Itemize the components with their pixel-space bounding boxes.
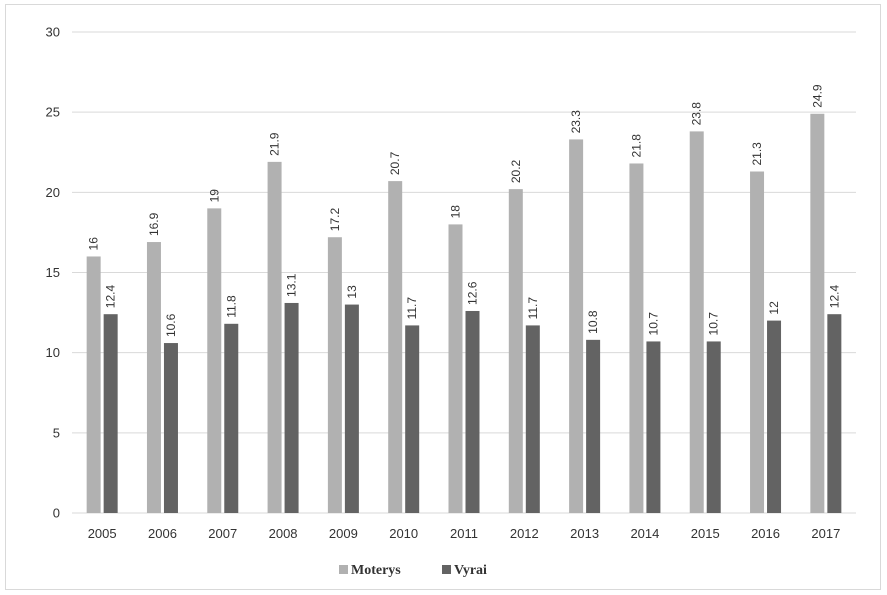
- data-label-moterys-2008: 21.9: [268, 132, 282, 156]
- data-label-moterys-2007: 19: [207, 189, 221, 203]
- data-label-vyrai-2014: 10.7: [646, 312, 660, 336]
- data-label-vyrai-2015: 10.7: [707, 312, 721, 336]
- data-label-moterys-2010: 20.7: [388, 151, 402, 175]
- x-tick-label: 2012: [510, 526, 539, 541]
- data-label-vyrai-2005: 12.4: [104, 285, 118, 309]
- bar-moterys-2010: [388, 181, 403, 514]
- bar-moterys-2012: [508, 189, 523, 514]
- data-label-vyrai-2006: 10.6: [164, 313, 178, 337]
- gridlines: [72, 31, 856, 514]
- data-label-moterys-2014: 21.8: [629, 134, 643, 158]
- x-tick-label: 2016: [751, 526, 780, 541]
- data-label-moterys-2009: 17.2: [328, 208, 342, 232]
- x-tick-label: 2015: [691, 526, 720, 541]
- bar-vyrai-2016: [767, 320, 782, 513]
- data-label-moterys-2015: 23.8: [690, 102, 704, 126]
- y-tick-label: 30: [46, 25, 60, 40]
- y-axis-ticks: 0 5 10 15 20 25 30: [46, 25, 60, 521]
- data-label-moterys-2017: 24.9: [810, 84, 824, 108]
- data-label-vyrai-2016: 12: [767, 301, 781, 315]
- x-tick-label: 2011: [450, 526, 478, 541]
- bar-moterys-2014: [629, 163, 644, 513]
- bar-vyrai-2014: [646, 341, 661, 513]
- x-tick-label: 2005: [88, 526, 117, 541]
- bar-vyrai-2012: [525, 325, 540, 513]
- bar-vyrai-2009: [344, 304, 359, 513]
- bar-moterys-2016: [750, 171, 765, 514]
- bar-vyrai-2013: [586, 339, 601, 513]
- legend-swatch-vyrai: [442, 565, 451, 574]
- bar-moterys-2015: [689, 131, 704, 513]
- bar-moterys-2008: [267, 161, 282, 513]
- data-label-moterys-2011: 18: [449, 205, 463, 219]
- bar-vyrai-2005: [103, 314, 118, 513]
- bar-vyrai-2007: [224, 323, 239, 513]
- bar-vyrai-2010: [405, 325, 420, 513]
- data-label-vyrai-2009: 13: [345, 285, 359, 299]
- data-label-moterys-2005: 16: [87, 237, 101, 251]
- data-label-moterys-2016: 21.3: [750, 142, 764, 166]
- bar-moterys-2017: [810, 113, 825, 514]
- bar-vyrai-2011: [465, 310, 480, 513]
- legend-label-moterys: Moterys: [351, 563, 401, 578]
- data-label-vyrai-2013: 10.8: [586, 310, 600, 334]
- data-label-moterys-2006: 16.9: [147, 212, 161, 236]
- x-tick-label: 2014: [630, 526, 659, 541]
- data-label-vyrai-2012: 11.7: [526, 297, 540, 320]
- legend: Moterys Vyrai: [339, 563, 487, 578]
- data-label-vyrai-2008: 13.1: [285, 273, 299, 297]
- y-tick-label: 25: [46, 105, 60, 120]
- x-axis-ticks: 2005 2006 2007 2008 2009 2010 2011 2012 2013 2014…: [88, 526, 841, 541]
- bar-moterys-2007: [207, 208, 222, 513]
- bar-moterys-2011: [448, 224, 463, 513]
- x-tick-label: 2008: [269, 526, 298, 541]
- bar-vyrai-2015: [706, 341, 721, 513]
- bar-moterys-2009: [327, 237, 342, 513]
- data-label-moterys-2013: 23.3: [569, 110, 583, 134]
- x-tick-label: 2009: [329, 526, 358, 541]
- data-label-vyrai-2017: 12.4: [827, 285, 841, 309]
- x-tick-label: 2006: [148, 526, 177, 541]
- bars: [86, 113, 842, 514]
- legend-swatch-moterys: [339, 565, 348, 574]
- bar-vyrai-2006: [163, 343, 178, 513]
- data-label-vyrai-2010: 11.7: [405, 297, 419, 320]
- data-label-vyrai-2007: 11.8: [224, 295, 238, 318]
- bar-moterys-2013: [569, 139, 584, 513]
- data-label-moterys-2012: 20.2: [509, 159, 523, 183]
- bar-moterys-2005: [86, 256, 101, 513]
- y-tick-label: 15: [46, 265, 60, 280]
- legend-label-vyrai: Vyrai: [454, 563, 487, 578]
- y-tick-label: 10: [46, 345, 60, 360]
- y-tick-label: 0: [53, 506, 60, 521]
- data-label-vyrai-2011: 12.6: [466, 281, 480, 305]
- y-tick-label: 20: [46, 185, 60, 200]
- data-labels: 16 12.4 16.9 10.6 19 11.8 21.9 13.1 17.2 13 20.7 11…: [87, 84, 842, 337]
- bar-moterys-2006: [146, 242, 161, 513]
- bar-vyrai-2008: [284, 302, 299, 513]
- x-tick-label: 2017: [811, 526, 840, 541]
- x-tick-label: 2013: [570, 526, 599, 541]
- bar-vyrai-2017: [827, 314, 842, 513]
- y-tick-label: 5: [53, 425, 60, 440]
- x-tick-label: 2007: [208, 526, 237, 541]
- x-tick-label: 2010: [389, 526, 418, 541]
